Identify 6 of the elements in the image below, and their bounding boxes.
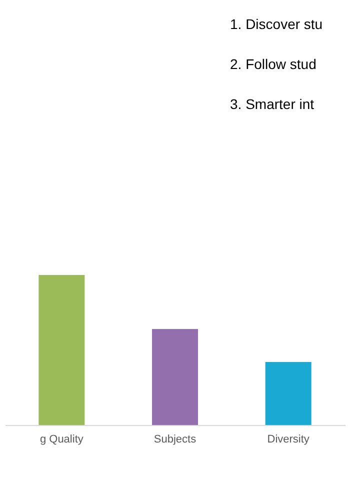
text: 2. Follow stud — [230, 56, 316, 72]
x-tick-label: Diversity — [267, 434, 310, 446]
x-tick-label: Subjects — [154, 434, 197, 446]
text: 1. Discover stu — [230, 16, 323, 32]
text: 3. Smarter int — [230, 96, 314, 112]
x-tick-label: g Quality — [40, 434, 84, 446]
